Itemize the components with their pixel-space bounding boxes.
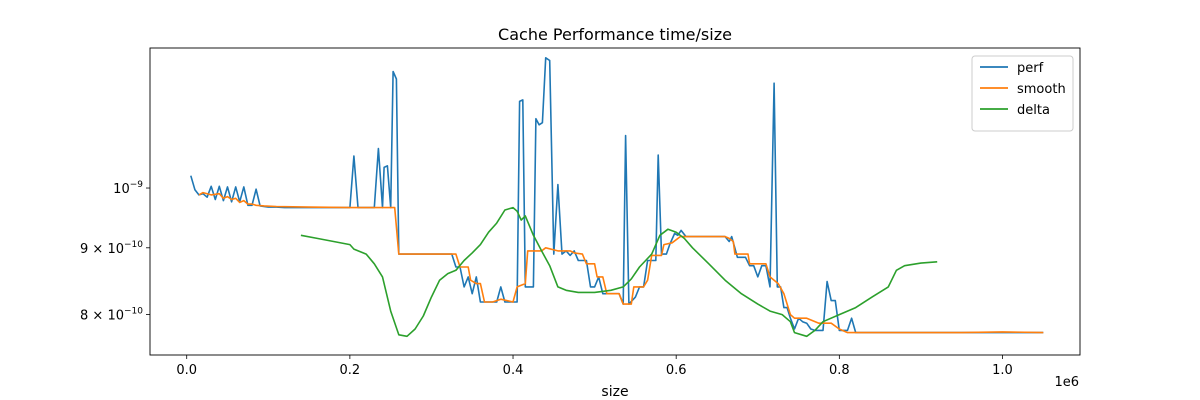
x-axis: 0.0 0.2 0.4 0.6 0.8 1.0 — [176, 355, 1013, 378]
y-axis: 10−9 9 × 10−10 8 × 10−10 — [80, 180, 150, 324]
x-axis-label: size — [601, 384, 628, 400]
x-offset-label: 1e6 — [1054, 375, 1079, 390]
chart-title: Cache Performance time/size — [498, 25, 732, 44]
series-layer — [190, 57, 1044, 338]
legend-label-delta: delta — [1017, 103, 1050, 118]
legend-label-perf: perf — [1017, 61, 1044, 76]
legend: perf smooth delta — [971, 55, 1074, 132]
x-tick-label: 0.6 — [666, 363, 687, 378]
x-tick-label: 0.8 — [829, 363, 850, 378]
legend-box — [971, 55, 1074, 132]
y-tick-label: 9 × 10−10 — [80, 240, 143, 257]
x-tick-label: 0.4 — [503, 363, 524, 378]
x-tick-label: 1.0 — [992, 363, 1013, 378]
y-tick-label: 8 × 10−10 — [80, 307, 143, 324]
y-tick-label: 10−9 — [113, 180, 143, 197]
series-line-delta — [300, 206, 938, 338]
plot-frame — [149, 47, 1081, 356]
legend-label-smooth: smooth — [1017, 82, 1066, 97]
series-line-smooth — [198, 191, 1044, 334]
x-tick-label: 0.0 — [176, 363, 197, 378]
x-tick-label: 0.2 — [340, 363, 361, 378]
